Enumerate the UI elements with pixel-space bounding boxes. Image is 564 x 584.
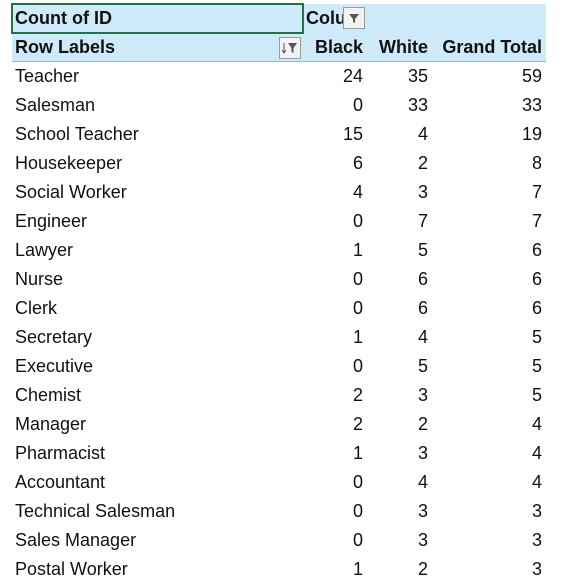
- count-cell: 35: [407, 66, 428, 86]
- row-label: Technical Salesman: [15, 501, 176, 521]
- column-field: Colu: [303, 4, 546, 33]
- count-cell: 0: [352, 356, 363, 376]
- count-cell: 1: [352, 327, 363, 347]
- count-cell: 1: [352, 559, 363, 579]
- row-label: Executive: [15, 356, 94, 376]
- row-label: Nurse: [15, 269, 64, 289]
- filter-icon: [349, 14, 359, 23]
- row-label: Chemist: [15, 385, 82, 405]
- row-label: Secretary: [15, 327, 93, 347]
- count-cell: 3: [417, 385, 428, 405]
- row-label: Manager: [15, 414, 87, 434]
- row-filter-button[interactable]: [279, 37, 301, 59]
- row-label: Teacher: [15, 66, 80, 86]
- selection: [11, 3, 304, 34]
- count-cell: 0: [352, 298, 363, 318]
- count-cell: 0: [352, 95, 363, 115]
- count-cell: 59: [521, 66, 542, 86]
- row-label: Salesman: [15, 95, 96, 115]
- count-cell: 8: [531, 153, 542, 173]
- count-cell: 0: [352, 472, 363, 492]
- count-cell: 2: [417, 559, 428, 579]
- count-cell: 4: [352, 182, 363, 202]
- count-cell: 0: [352, 530, 363, 550]
- row-label: Pharmacist: [15, 443, 106, 463]
- count-cell: 6: [531, 269, 542, 289]
- count-cell: 5: [417, 356, 428, 376]
- count-cell: 0: [352, 211, 363, 231]
- count-cell: 6: [352, 153, 363, 173]
- row-label: Housekeeper: [15, 153, 123, 173]
- row-label: Lawyer: [15, 240, 74, 260]
- count-cell: 7: [531, 182, 542, 202]
- count-cell: 4: [417, 472, 428, 492]
- count-cell: 5: [531, 327, 542, 347]
- count-cell: 19: [521, 124, 542, 144]
- count-cell: 3: [417, 443, 428, 463]
- value-field: Count of ID: [12, 4, 303, 33]
- count-cell: 0: [352, 501, 363, 521]
- column-header: Grand Total: [432, 33, 546, 62]
- row-label: Clerk: [15, 298, 58, 318]
- count-cell: 2: [417, 414, 428, 434]
- column-filter-button[interactable]: [343, 7, 365, 29]
- column-header: White: [367, 33, 432, 62]
- count-cell: 2: [352, 385, 363, 405]
- count-cell: 4: [531, 443, 542, 463]
- count-cell: 5: [531, 356, 542, 376]
- count-cell: 3: [531, 559, 542, 579]
- count-cell: 6: [417, 298, 428, 318]
- count-cell: 1: [352, 240, 363, 260]
- count-cell: 33: [521, 95, 542, 115]
- row-label: Accountant: [15, 472, 106, 492]
- count-cell: 3: [531, 530, 542, 550]
- column-header: Black: [303, 33, 367, 62]
- count-cell: 6: [531, 240, 542, 260]
- count-cell: 3: [417, 530, 428, 550]
- count-cell: 4: [417, 327, 428, 347]
- count-cell: 7: [531, 211, 542, 231]
- count-cell: 3: [531, 501, 542, 521]
- count-cell: 1: [352, 443, 363, 463]
- count-cell: 6: [417, 269, 428, 289]
- count-cell: 3: [417, 182, 428, 202]
- count-cell: 4: [531, 472, 542, 492]
- count-cell: 5: [417, 240, 428, 260]
- row-labels-header: Row Labels: [12, 33, 303, 62]
- count-cell: 0: [352, 269, 363, 289]
- row-label: Engineer: [15, 211, 88, 231]
- count-cell: 6: [531, 298, 542, 318]
- header-border: [12, 61, 546, 62]
- filter-icon: [281, 43, 297, 54]
- count-cell: 15: [342, 124, 363, 144]
- row-label: Social Worker: [15, 182, 127, 202]
- count-cell: 7: [417, 211, 428, 231]
- count-cell: 3: [417, 501, 428, 521]
- row-label: School Teacher: [15, 124, 139, 144]
- count-cell: 4: [531, 414, 542, 434]
- count-cell: 33: [407, 95, 428, 115]
- count-cell: 4: [417, 124, 428, 144]
- count-cell: 24: [342, 66, 363, 86]
- row-label: Sales Manager: [15, 530, 137, 550]
- count-cell: 2: [417, 153, 428, 173]
- count-cell: 5: [531, 385, 542, 405]
- row-label: Postal Worker: [15, 559, 128, 579]
- count-cell: 2: [352, 414, 363, 434]
